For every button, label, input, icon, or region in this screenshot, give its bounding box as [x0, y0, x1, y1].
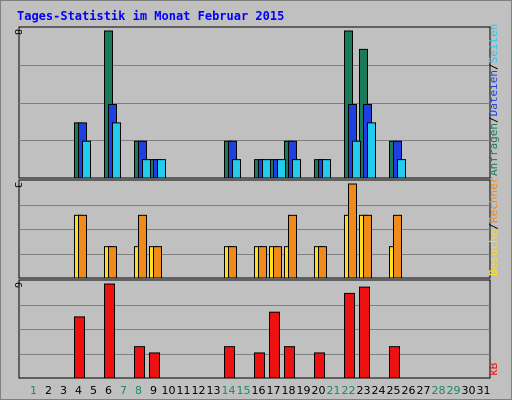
day-label: 17 — [267, 384, 281, 397]
day-label: 25 — [387, 384, 401, 397]
bar-kb-day-6 — [104, 283, 115, 379]
bar-kb-day-23 — [359, 286, 370, 379]
day-label: 16 — [252, 384, 266, 397]
bar-rechner-day-18 — [288, 214, 297, 279]
day-label: 9 — [150, 384, 157, 397]
legend-item-anfragen: Anfragen — [487, 123, 500, 176]
bar-rechner-day-8 — [138, 214, 147, 279]
bar-seiten-day-4 — [82, 140, 91, 179]
bar-kb-day-25 — [389, 346, 400, 379]
bar-kb-day-17 — [269, 311, 280, 379]
day-label: 1 — [30, 384, 37, 397]
bar-seiten-day-20 — [322, 159, 331, 179]
bar-seiten-day-16 — [262, 159, 271, 179]
day-label: 10 — [162, 384, 176, 397]
day-label: 4 — [75, 384, 82, 397]
day-label: 28 — [432, 384, 446, 397]
bar-rechner-day-9 — [153, 246, 162, 279]
panel-bottom-ymax-label: 6 — [12, 282, 23, 288]
legend-item-dateien: Dateien — [487, 70, 500, 116]
bar-rechner-day-6 — [108, 246, 117, 279]
bar-kb-day-20 — [314, 352, 325, 379]
bar-rechner-day-22 — [348, 183, 357, 279]
panel-top-ymax-label: 8 — [12, 29, 23, 35]
panel-top: 8 — [12, 26, 491, 179]
bar-seiten-day-25 — [397, 159, 406, 179]
legend-item-separator: / — [487, 63, 500, 70]
day-label: 5 — [90, 384, 97, 397]
day-label: 13 — [207, 384, 221, 397]
bar-rechner-day-14 — [228, 246, 237, 279]
bar-kb-day-4 — [74, 316, 85, 379]
panel-top-plot-area — [18, 26, 491, 179]
day-label: 15 — [237, 384, 251, 397]
panel-bottom: 6 — [12, 279, 491, 379]
panel-middle: 3 — [12, 179, 491, 279]
day-label: 20 — [312, 384, 326, 397]
day-label: 11 — [177, 384, 191, 397]
chart-panels: 8 3 6 — [12, 26, 491, 379]
bar-seiten-day-8 — [142, 159, 151, 179]
bar-rechner-day-20 — [318, 246, 327, 279]
bar-kb-day-8 — [134, 346, 145, 379]
day-label: 24 — [372, 384, 386, 397]
bar-rechner-day-17 — [273, 246, 282, 279]
bar-rechner-day-25 — [393, 214, 402, 279]
day-label: 2 — [45, 384, 52, 397]
bar-kb-day-18 — [284, 346, 295, 379]
bar-rechner-day-16 — [258, 246, 267, 279]
chart-title: Tages-Statistik im Monat Februar 2015 — [17, 9, 284, 23]
panel-bottom-legend: kB — [487, 362, 500, 376]
bar-kb-day-16 — [254, 352, 265, 379]
legend-item-separator: / — [487, 116, 500, 123]
day-label: 14 — [222, 384, 236, 397]
panel-middle-ymax-label: 3 — [12, 182, 23, 188]
bar-kb-day-14 — [224, 346, 235, 379]
legend-item-kb: kB — [487, 362, 500, 376]
bar-seiten-day-17 — [277, 159, 286, 179]
bar-rechner-day-4 — [78, 214, 87, 279]
day-label: 30 — [462, 384, 476, 397]
legend-item-separator: / — [487, 223, 500, 230]
bar-rechner-day-23 — [363, 214, 372, 279]
day-label: 26 — [402, 384, 416, 397]
bar-seiten-day-6 — [112, 122, 121, 179]
bar-seiten-day-18 — [292, 159, 301, 179]
panel-middle-legend: Besuche/Rechner — [487, 176, 500, 276]
legend-item-rechner: Rechner — [487, 176, 500, 223]
day-label: 27 — [417, 384, 431, 397]
x-axis-day-labels: 1 2 3 4 5 6 7 8 9 10 11 12 13 14 15 16 17 18 19 20 21 22 23 24 2… — [30, 384, 491, 397]
bar-seiten-day-9 — [157, 159, 166, 179]
day-label: 7 — [120, 384, 127, 397]
day-label: 31 — [477, 384, 491, 397]
day-label: 29 — [447, 384, 461, 397]
bar-kb-day-9 — [149, 352, 160, 379]
bar-seiten-day-22 — [352, 140, 361, 179]
day-label: 21 — [327, 384, 341, 397]
legend-item-besuche: Besuche — [487, 230, 500, 276]
day-label: 6 — [105, 384, 112, 397]
day-label: 8 — [135, 384, 142, 397]
day-label: 18 — [282, 384, 296, 397]
bar-kb-day-22 — [344, 292, 355, 379]
bar-seiten-day-23 — [367, 122, 376, 179]
day-label: 19 — [297, 384, 311, 397]
legend-item-seiten: Seiten — [487, 24, 500, 64]
day-label: 12 — [192, 384, 206, 397]
day-label: 3 — [60, 384, 67, 397]
panel-top-legend: Anfragen/Dateien/Seiten — [487, 24, 500, 176]
day-label: 23 — [357, 384, 371, 397]
day-label: 22 — [342, 384, 356, 397]
bar-seiten-day-14 — [232, 159, 241, 179]
